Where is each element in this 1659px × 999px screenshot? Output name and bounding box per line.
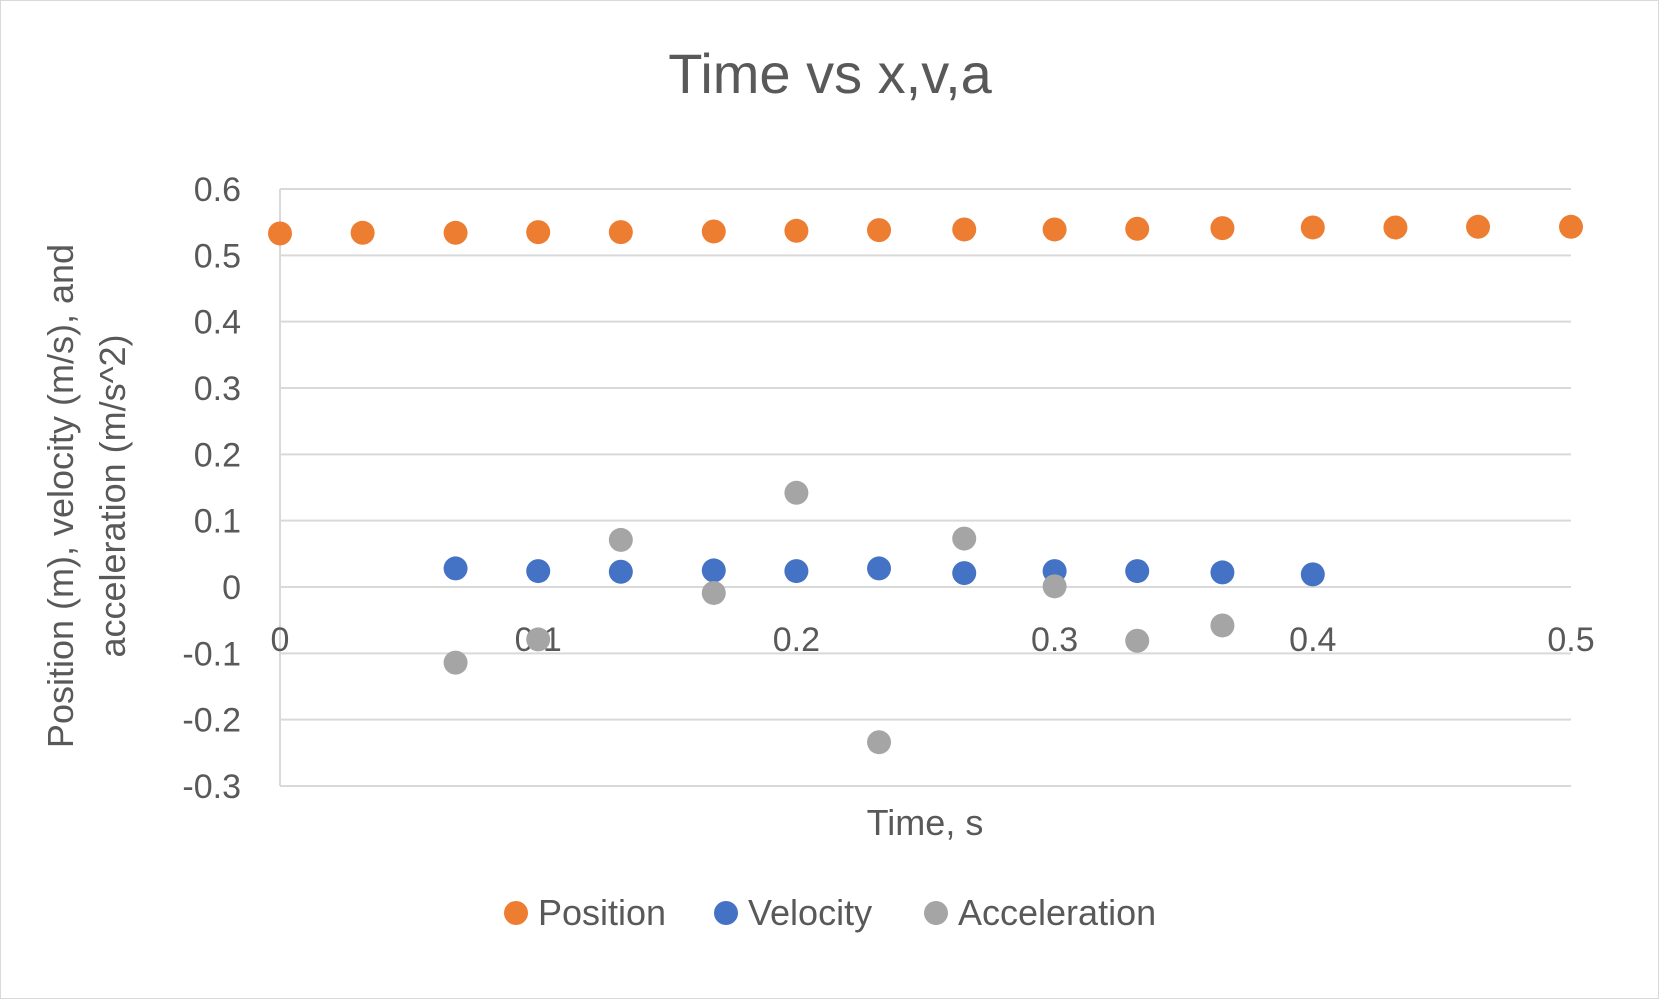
legend-marker-velocity xyxy=(714,901,738,925)
velocity-point xyxy=(701,558,726,583)
acceleration-point xyxy=(701,580,726,605)
velocity-point xyxy=(1125,559,1150,584)
x-tick-label: 0.4 xyxy=(1289,621,1336,659)
series-position xyxy=(268,214,1583,246)
position-point xyxy=(268,221,292,246)
acceleration-point xyxy=(784,480,809,505)
position-point xyxy=(952,217,977,242)
acceleration-point xyxy=(952,526,977,551)
y-tick-label: -0.3 xyxy=(182,768,241,806)
velocity-point xyxy=(526,559,551,584)
x-tick-labels: 00.10.20.30.40.5 xyxy=(271,621,1595,659)
series-velocity xyxy=(443,556,1325,587)
y-tick-label: 0.4 xyxy=(194,304,241,342)
y-axis-title-line-2: acceleration (m/s^2) xyxy=(92,335,133,658)
legend-label-position: Position xyxy=(538,892,666,933)
y-tick-label: -0.1 xyxy=(182,635,241,673)
y-tick-label: -0.2 xyxy=(182,702,241,740)
y-axis-title-line-1: Position (m), velocity (m/s), and xyxy=(40,244,81,748)
position-point xyxy=(1210,216,1235,241)
acceleration-point xyxy=(1125,628,1150,653)
position-point xyxy=(443,220,468,245)
y-tick-label: 0 xyxy=(222,569,241,607)
acceleration-point xyxy=(1042,574,1067,599)
acceleration-point xyxy=(443,650,468,675)
position-point xyxy=(1300,215,1325,240)
acceleration-point xyxy=(867,730,892,755)
y-tick-label: 0.3 xyxy=(194,370,241,408)
chart-title: Time vs x,v,a xyxy=(668,42,992,105)
velocity-point xyxy=(608,559,633,584)
x-tick-label: 0.2 xyxy=(773,621,820,659)
x-tick-label: 0.3 xyxy=(1031,621,1078,659)
acceleration-point xyxy=(526,627,551,652)
position-point xyxy=(1559,214,1583,239)
velocity-point xyxy=(784,559,809,584)
legend-marker-acceleration xyxy=(924,901,948,925)
acceleration-point xyxy=(1210,613,1235,638)
position-point xyxy=(701,219,726,244)
series-acceleration xyxy=(443,480,1235,755)
velocity-point xyxy=(443,556,468,581)
y-tick-label: 0.6 xyxy=(194,171,241,209)
position-point xyxy=(1042,217,1067,242)
position-point xyxy=(1466,214,1491,239)
x-tick-label: 0.5 xyxy=(1547,621,1594,659)
position-point xyxy=(350,220,375,245)
legend-label-acceleration: Acceleration xyxy=(958,892,1156,933)
position-point xyxy=(867,218,892,243)
y-tick-labels: 0.6 0.5 0.4 0.3 0.2 0.1 0 -0.1 -0.2 -0.3 xyxy=(182,171,241,806)
position-point xyxy=(1383,215,1408,240)
y-tick-label: 0.2 xyxy=(194,436,241,474)
gridlines xyxy=(279,188,1571,787)
y-tick-label: 0.1 xyxy=(194,503,241,541)
position-point xyxy=(608,220,633,245)
velocity-point xyxy=(1300,562,1325,587)
x-axis-title: Time, s xyxy=(867,802,984,843)
position-point xyxy=(526,220,551,245)
legend-marker-position xyxy=(504,901,528,925)
velocity-point xyxy=(867,556,892,581)
position-point xyxy=(1125,216,1150,241)
acceleration-point xyxy=(608,527,633,552)
x-tick-label: 0 xyxy=(271,621,290,659)
y-tick-label: 0.5 xyxy=(194,237,241,275)
legend: Position Velocity Acceleration xyxy=(504,892,1156,933)
position-point xyxy=(784,218,809,243)
data-points xyxy=(268,214,1583,755)
legend-label-velocity: Velocity xyxy=(748,892,872,933)
velocity-point xyxy=(952,561,977,586)
velocity-point xyxy=(1210,560,1235,585)
